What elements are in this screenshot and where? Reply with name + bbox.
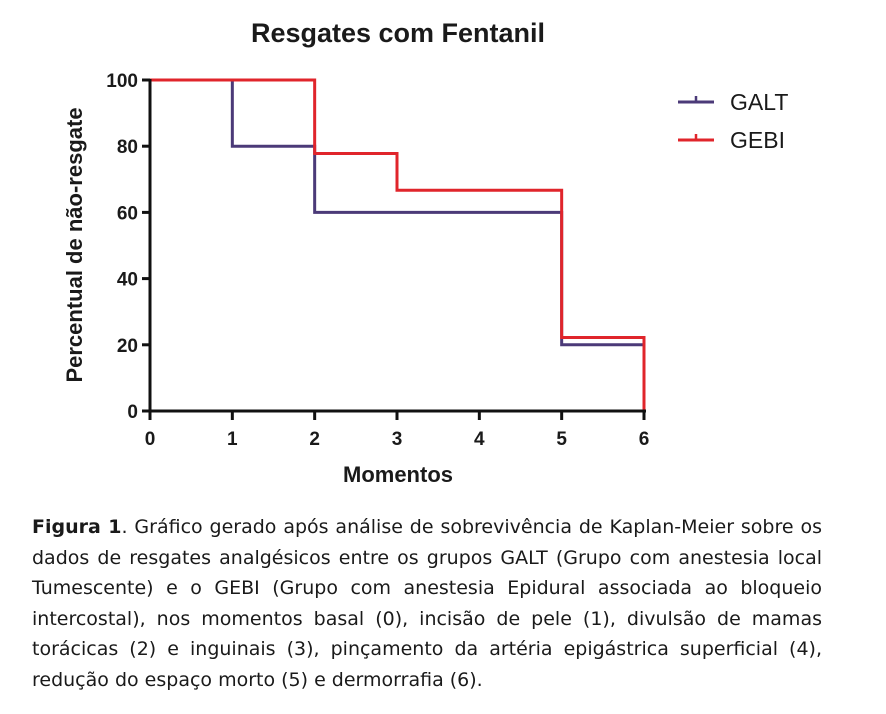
x-tick-label: 2 <box>309 429 320 450</box>
kaplan-meier-chart: Resgates com Fentanil Percentual de não-… <box>62 18 788 487</box>
legend-label-gebi: GEBI <box>730 127 785 153</box>
y-axis-ticks: 0 20 40 60 80 100 <box>106 71 150 423</box>
x-tick-label: 6 <box>639 429 650 450</box>
figure-caption: Figura 1. Gráfico gerado após análise de… <box>32 512 822 695</box>
y-axis-label: Percentual de não-resgate <box>62 107 87 382</box>
legend: GALT GEBI <box>678 89 788 153</box>
plot-series <box>150 78 646 411</box>
legend-swatch-gebi <box>678 134 714 142</box>
legend-label-galt: GALT <box>730 89 788 115</box>
y-tick-label: 20 <box>117 336 138 357</box>
caption-text: . Gráfico gerado após análise de sobrevi… <box>32 516 822 691</box>
x-tick-label: 1 <box>227 429 238 450</box>
y-tick-label: 0 <box>127 402 138 423</box>
x-tick-label: 4 <box>474 429 485 450</box>
caption-label: Figura 1 <box>32 516 122 538</box>
x-tick-label: 3 <box>392 429 403 450</box>
chart-title: Resgates com Fentanil <box>251 18 545 48</box>
x-tick-label: 0 <box>145 429 156 450</box>
x-axis-ticks: 0 1 2 3 4 5 6 <box>145 411 650 450</box>
y-tick-label: 40 <box>117 270 138 291</box>
series-line-galt <box>150 78 646 411</box>
x-tick-label: 5 <box>556 429 567 450</box>
y-tick-label: 60 <box>117 203 138 224</box>
series-line-gebi <box>150 78 646 411</box>
y-tick-label: 80 <box>117 137 138 158</box>
legend-swatch-galt <box>678 96 714 104</box>
y-tick-label: 100 <box>106 71 138 92</box>
x-axis-label: Momentos <box>343 462 453 487</box>
